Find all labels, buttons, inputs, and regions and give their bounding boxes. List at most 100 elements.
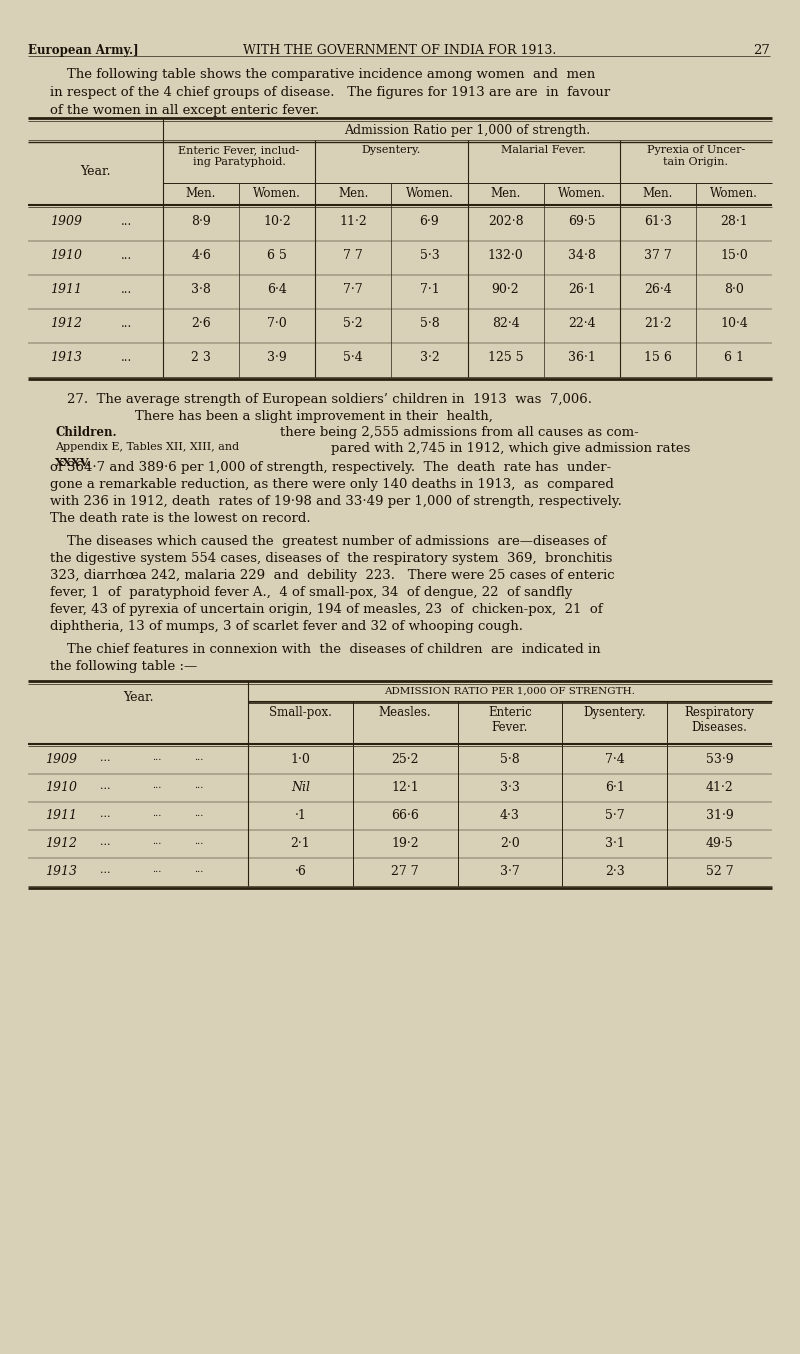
Text: XXXV.: XXXV.: [55, 458, 91, 468]
Text: 31·9: 31·9: [706, 808, 734, 822]
Text: 69·5: 69·5: [568, 215, 595, 227]
Text: 37 7: 37 7: [644, 249, 672, 263]
Text: in respect of the 4 chief groups of disease.   The figures for 1913 are are  in : in respect of the 4 chief groups of dise…: [50, 87, 610, 99]
Text: 2·0: 2·0: [500, 837, 520, 850]
Text: 3·9: 3·9: [267, 351, 287, 364]
Text: ...: ...: [152, 753, 162, 762]
Text: 8·0: 8·0: [724, 283, 744, 297]
Text: 8·9: 8·9: [191, 215, 211, 227]
Text: 3·3: 3·3: [500, 781, 520, 793]
Text: ...: ...: [122, 351, 133, 364]
Text: ...: ...: [122, 249, 133, 263]
Text: 7·0: 7·0: [267, 317, 287, 330]
Text: 3·2: 3·2: [419, 351, 439, 364]
Text: ...: ...: [152, 837, 162, 846]
Text: fever, 43 of pyrexia of uncertain origin, 194 of measles, 23  of  chicken-pox,  : fever, 43 of pyrexia of uncertain origin…: [50, 603, 602, 616]
Text: ...: ...: [122, 215, 133, 227]
Text: ADMISSION RATIO PER 1,000 OF STRENGTH.: ADMISSION RATIO PER 1,000 OF STRENGTH.: [385, 686, 635, 696]
Text: The diseases which caused the  greatest number of admissions  are—diseases of: The diseases which caused the greatest n…: [50, 535, 606, 548]
Text: 6·1: 6·1: [605, 781, 625, 793]
Text: ...: ...: [122, 283, 133, 297]
Text: ...: ...: [100, 753, 110, 764]
Text: 7·7: 7·7: [343, 283, 363, 297]
Text: 28·1: 28·1: [720, 215, 748, 227]
Text: of 364·7 and 389·6 per 1,000 of strength, respectively.  The  death  rate has  u: of 364·7 and 389·6 per 1,000 of strength…: [50, 460, 611, 474]
Text: Nil: Nil: [291, 781, 310, 793]
Text: with 236 in 1912, death  rates of 19·98 and 33·49 per 1,000 of strength, respect: with 236 in 1912, death rates of 19·98 a…: [50, 496, 622, 508]
Text: ...: ...: [194, 781, 203, 789]
Text: Small-pox.: Small-pox.: [269, 705, 332, 719]
Text: 132·0: 132·0: [488, 249, 523, 263]
Text: 3·8: 3·8: [191, 283, 211, 297]
Text: Dysentery.: Dysentery.: [583, 705, 646, 719]
Text: 1911: 1911: [50, 283, 82, 297]
Text: 1912: 1912: [45, 837, 77, 850]
Text: Women.: Women.: [254, 187, 301, 200]
Text: Women.: Women.: [710, 187, 758, 200]
Text: gone a remarkable reduction, as there were only 140 deaths in 1913,  as  compare: gone a remarkable reduction, as there we…: [50, 478, 614, 492]
Text: 3·7: 3·7: [500, 865, 520, 877]
Text: 3·1: 3·1: [605, 837, 625, 850]
Text: Women.: Women.: [558, 187, 606, 200]
Text: ...: ...: [194, 753, 203, 762]
Text: 12·1: 12·1: [391, 781, 419, 793]
Text: 1909: 1909: [45, 753, 77, 766]
Text: 66·6: 66·6: [391, 808, 419, 822]
Text: 5·4: 5·4: [343, 351, 363, 364]
Text: 27 7: 27 7: [391, 865, 419, 877]
Text: There has been a slight improvement in their  health,: There has been a slight improvement in t…: [50, 410, 493, 422]
Text: ...: ...: [100, 865, 110, 875]
Text: Enteric
Fever.: Enteric Fever.: [488, 705, 532, 734]
Text: 2·1: 2·1: [290, 837, 310, 850]
Text: 323, diarrhœa 242, malaria 229  and  debility  223.   There were 25 cases of ent: 323, diarrhœa 242, malaria 229 and debil…: [50, 569, 614, 582]
Text: 21·2: 21·2: [644, 317, 672, 330]
Text: Men.: Men.: [490, 187, 521, 200]
Text: 11·2: 11·2: [339, 215, 367, 227]
Text: 49·5: 49·5: [706, 837, 734, 850]
Text: 7·4: 7·4: [605, 753, 625, 766]
Text: 19·2: 19·2: [391, 837, 419, 850]
Text: Women.: Women.: [406, 187, 454, 200]
Text: 1909: 1909: [50, 215, 82, 227]
Text: The chief features in connexion with  the  diseases of children  are  indicated : The chief features in connexion with the…: [50, 643, 601, 655]
Text: pared with 2,745 in 1912, which give admission rates: pared with 2,745 in 1912, which give adm…: [280, 441, 690, 455]
Text: ...: ...: [194, 808, 203, 818]
Text: ·1: ·1: [294, 808, 306, 822]
Text: 5·8: 5·8: [500, 753, 520, 766]
Text: Pyrexia of Uncer-
tain Origin.: Pyrexia of Uncer- tain Origin.: [646, 145, 745, 167]
Text: 1913: 1913: [45, 865, 77, 877]
Text: the digestive system 554 cases, diseases of  the respiratory system  369,  bronc: the digestive system 554 cases, diseases…: [50, 552, 612, 565]
Text: 5·7: 5·7: [605, 808, 625, 822]
Text: Men.: Men.: [642, 187, 673, 200]
Text: 53·9: 53·9: [706, 753, 734, 766]
Text: 7 7: 7 7: [343, 249, 363, 263]
Text: 2 3: 2 3: [191, 351, 211, 364]
Text: 26·4: 26·4: [644, 283, 672, 297]
Text: Measles.: Measles.: [379, 705, 431, 719]
Text: diphtheria, 13 of mumps, 3 of scarlet fever and 32 of whooping cough.: diphtheria, 13 of mumps, 3 of scarlet fe…: [50, 620, 523, 634]
Text: 5·3: 5·3: [419, 249, 439, 263]
Text: ...: ...: [100, 837, 110, 848]
Text: 1912: 1912: [50, 317, 82, 330]
Text: 34·8: 34·8: [568, 249, 596, 263]
Text: 1910: 1910: [50, 249, 82, 263]
Text: 4·3: 4·3: [500, 808, 520, 822]
Text: ...: ...: [194, 865, 203, 873]
Text: 125 5: 125 5: [488, 351, 523, 364]
Text: The death rate is the lowest on record.: The death rate is the lowest on record.: [50, 512, 310, 525]
Text: 5·2: 5·2: [343, 317, 363, 330]
Text: 10·4: 10·4: [720, 317, 748, 330]
Text: 15 6: 15 6: [644, 351, 672, 364]
Text: 6·4: 6·4: [267, 283, 287, 297]
Text: 26·1: 26·1: [568, 283, 595, 297]
Text: ...: ...: [194, 837, 203, 846]
Text: 27.  The average strength of European soldiers’ children in  1913  was  7,006.: 27. The average strength of European sol…: [50, 393, 592, 406]
Text: 25·2: 25·2: [391, 753, 419, 766]
Text: 52 7: 52 7: [706, 865, 734, 877]
Text: ...: ...: [122, 317, 133, 330]
Text: 10·2: 10·2: [263, 215, 291, 227]
Text: 41·2: 41·2: [706, 781, 734, 793]
Text: Men.: Men.: [338, 187, 369, 200]
Text: Respiratory
Diseases.: Respiratory Diseases.: [685, 705, 754, 734]
Text: there being 2,555 admissions from all causes as com-: there being 2,555 admissions from all ca…: [280, 427, 638, 439]
